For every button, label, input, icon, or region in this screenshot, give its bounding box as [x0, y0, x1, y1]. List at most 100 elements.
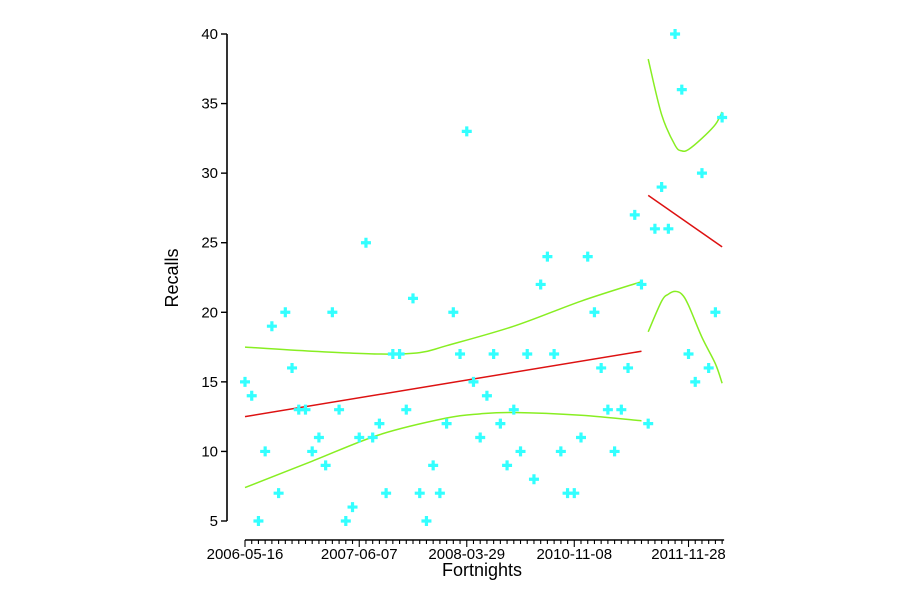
x-tick-label-1: 2006-05-16 [207, 546, 284, 563]
data-point-cross [488, 349, 499, 360]
data-point-cross [535, 279, 546, 290]
data-point-cross [253, 516, 264, 526]
y-tick-label-35: 35 [201, 96, 218, 113]
data-point-cross [690, 376, 701, 387]
data-point-cross [381, 488, 392, 499]
data-point [589, 307, 600, 318]
chart-marks [240, 29, 728, 526]
data-point [240, 376, 250, 387]
upper-bound-line-2 [244, 280, 642, 355]
data-point [616, 404, 627, 415]
data-point-cross [515, 446, 526, 457]
data-point-cross [670, 29, 681, 39]
data-point [515, 446, 526, 457]
data-point [502, 460, 513, 471]
data-point [280, 307, 291, 318]
data-point-cross [528, 474, 539, 485]
data-point-cross [569, 488, 580, 499]
data-point [549, 349, 560, 360]
y-tick-label-30: 30 [201, 165, 218, 182]
data-point-cross [481, 390, 492, 401]
data-point [381, 488, 392, 499]
data-point-cross [434, 488, 445, 499]
data-point [354, 432, 365, 443]
data-point [495, 418, 506, 429]
data-point-cross [522, 349, 533, 360]
x-tick-label-3: 2008-03-29 [428, 546, 505, 563]
data-point-cross [596, 362, 607, 373]
data-point-cross [636, 279, 647, 290]
data-point-cross [623, 362, 634, 373]
data-point [522, 349, 533, 360]
data-point-cross [549, 349, 560, 360]
data-point-cross [643, 418, 654, 429]
lower-bound-line-3 [244, 411, 642, 489]
data-point [643, 418, 654, 429]
data-point [623, 362, 634, 373]
data-point [488, 349, 499, 360]
data-point-cross [408, 293, 418, 304]
data-point [401, 404, 412, 415]
data-point [696, 168, 707, 179]
data-point-cross [367, 432, 378, 443]
data-point [320, 460, 331, 471]
data-point-cross [683, 349, 694, 360]
data-point [287, 362, 298, 373]
data-point-cross [354, 432, 365, 443]
data-point [468, 376, 479, 387]
data-point-cross [468, 376, 479, 387]
data-point [703, 362, 714, 373]
data-point-cross [495, 418, 506, 429]
data-point-cross [475, 432, 486, 443]
data-point [455, 349, 466, 360]
data-point [690, 376, 701, 387]
data-point-cross [441, 418, 452, 429]
data-point [340, 516, 351, 526]
data-point [717, 112, 728, 123]
fit-line-4 [647, 194, 723, 248]
data-point-cross [401, 404, 412, 415]
data-point [448, 307, 459, 318]
data-point-cross [360, 237, 371, 248]
data-point [253, 516, 264, 526]
data-point-cross [455, 349, 466, 360]
data-point-cross [696, 168, 707, 179]
data-point [327, 307, 338, 318]
data-point [408, 293, 418, 304]
lower-bound-line-6 [647, 290, 723, 384]
data-point [307, 446, 318, 457]
data-point [273, 488, 284, 499]
data-point [260, 446, 271, 457]
data-point [347, 502, 358, 513]
data-point-cross [394, 349, 405, 360]
y-tick-label-10: 10 [201, 443, 218, 460]
data-point-cross [542, 251, 553, 262]
data-point [421, 516, 432, 526]
data-point [670, 29, 681, 39]
data-point-cross [421, 516, 432, 526]
data-point-cross [313, 432, 324, 443]
data-point [596, 362, 607, 373]
data-point [676, 84, 687, 95]
fit-line-1 [244, 350, 642, 418]
data-point-cross [589, 307, 600, 318]
data-point-cross [508, 404, 519, 415]
data-point [461, 126, 472, 137]
data-point-cross [246, 390, 257, 401]
data-point [582, 251, 593, 262]
data-point-cross [240, 376, 250, 387]
data-point-cross [555, 446, 566, 457]
data-point [246, 390, 257, 401]
data-point [508, 404, 519, 415]
y-tick-label-20: 20 [201, 304, 218, 321]
data-point [535, 279, 546, 290]
data-point-cross [374, 418, 385, 429]
data-point-cross [300, 404, 311, 415]
data-point [542, 251, 553, 262]
data-point [602, 404, 613, 415]
data-point [441, 418, 452, 429]
data-point [481, 390, 492, 401]
data-point [569, 488, 580, 499]
